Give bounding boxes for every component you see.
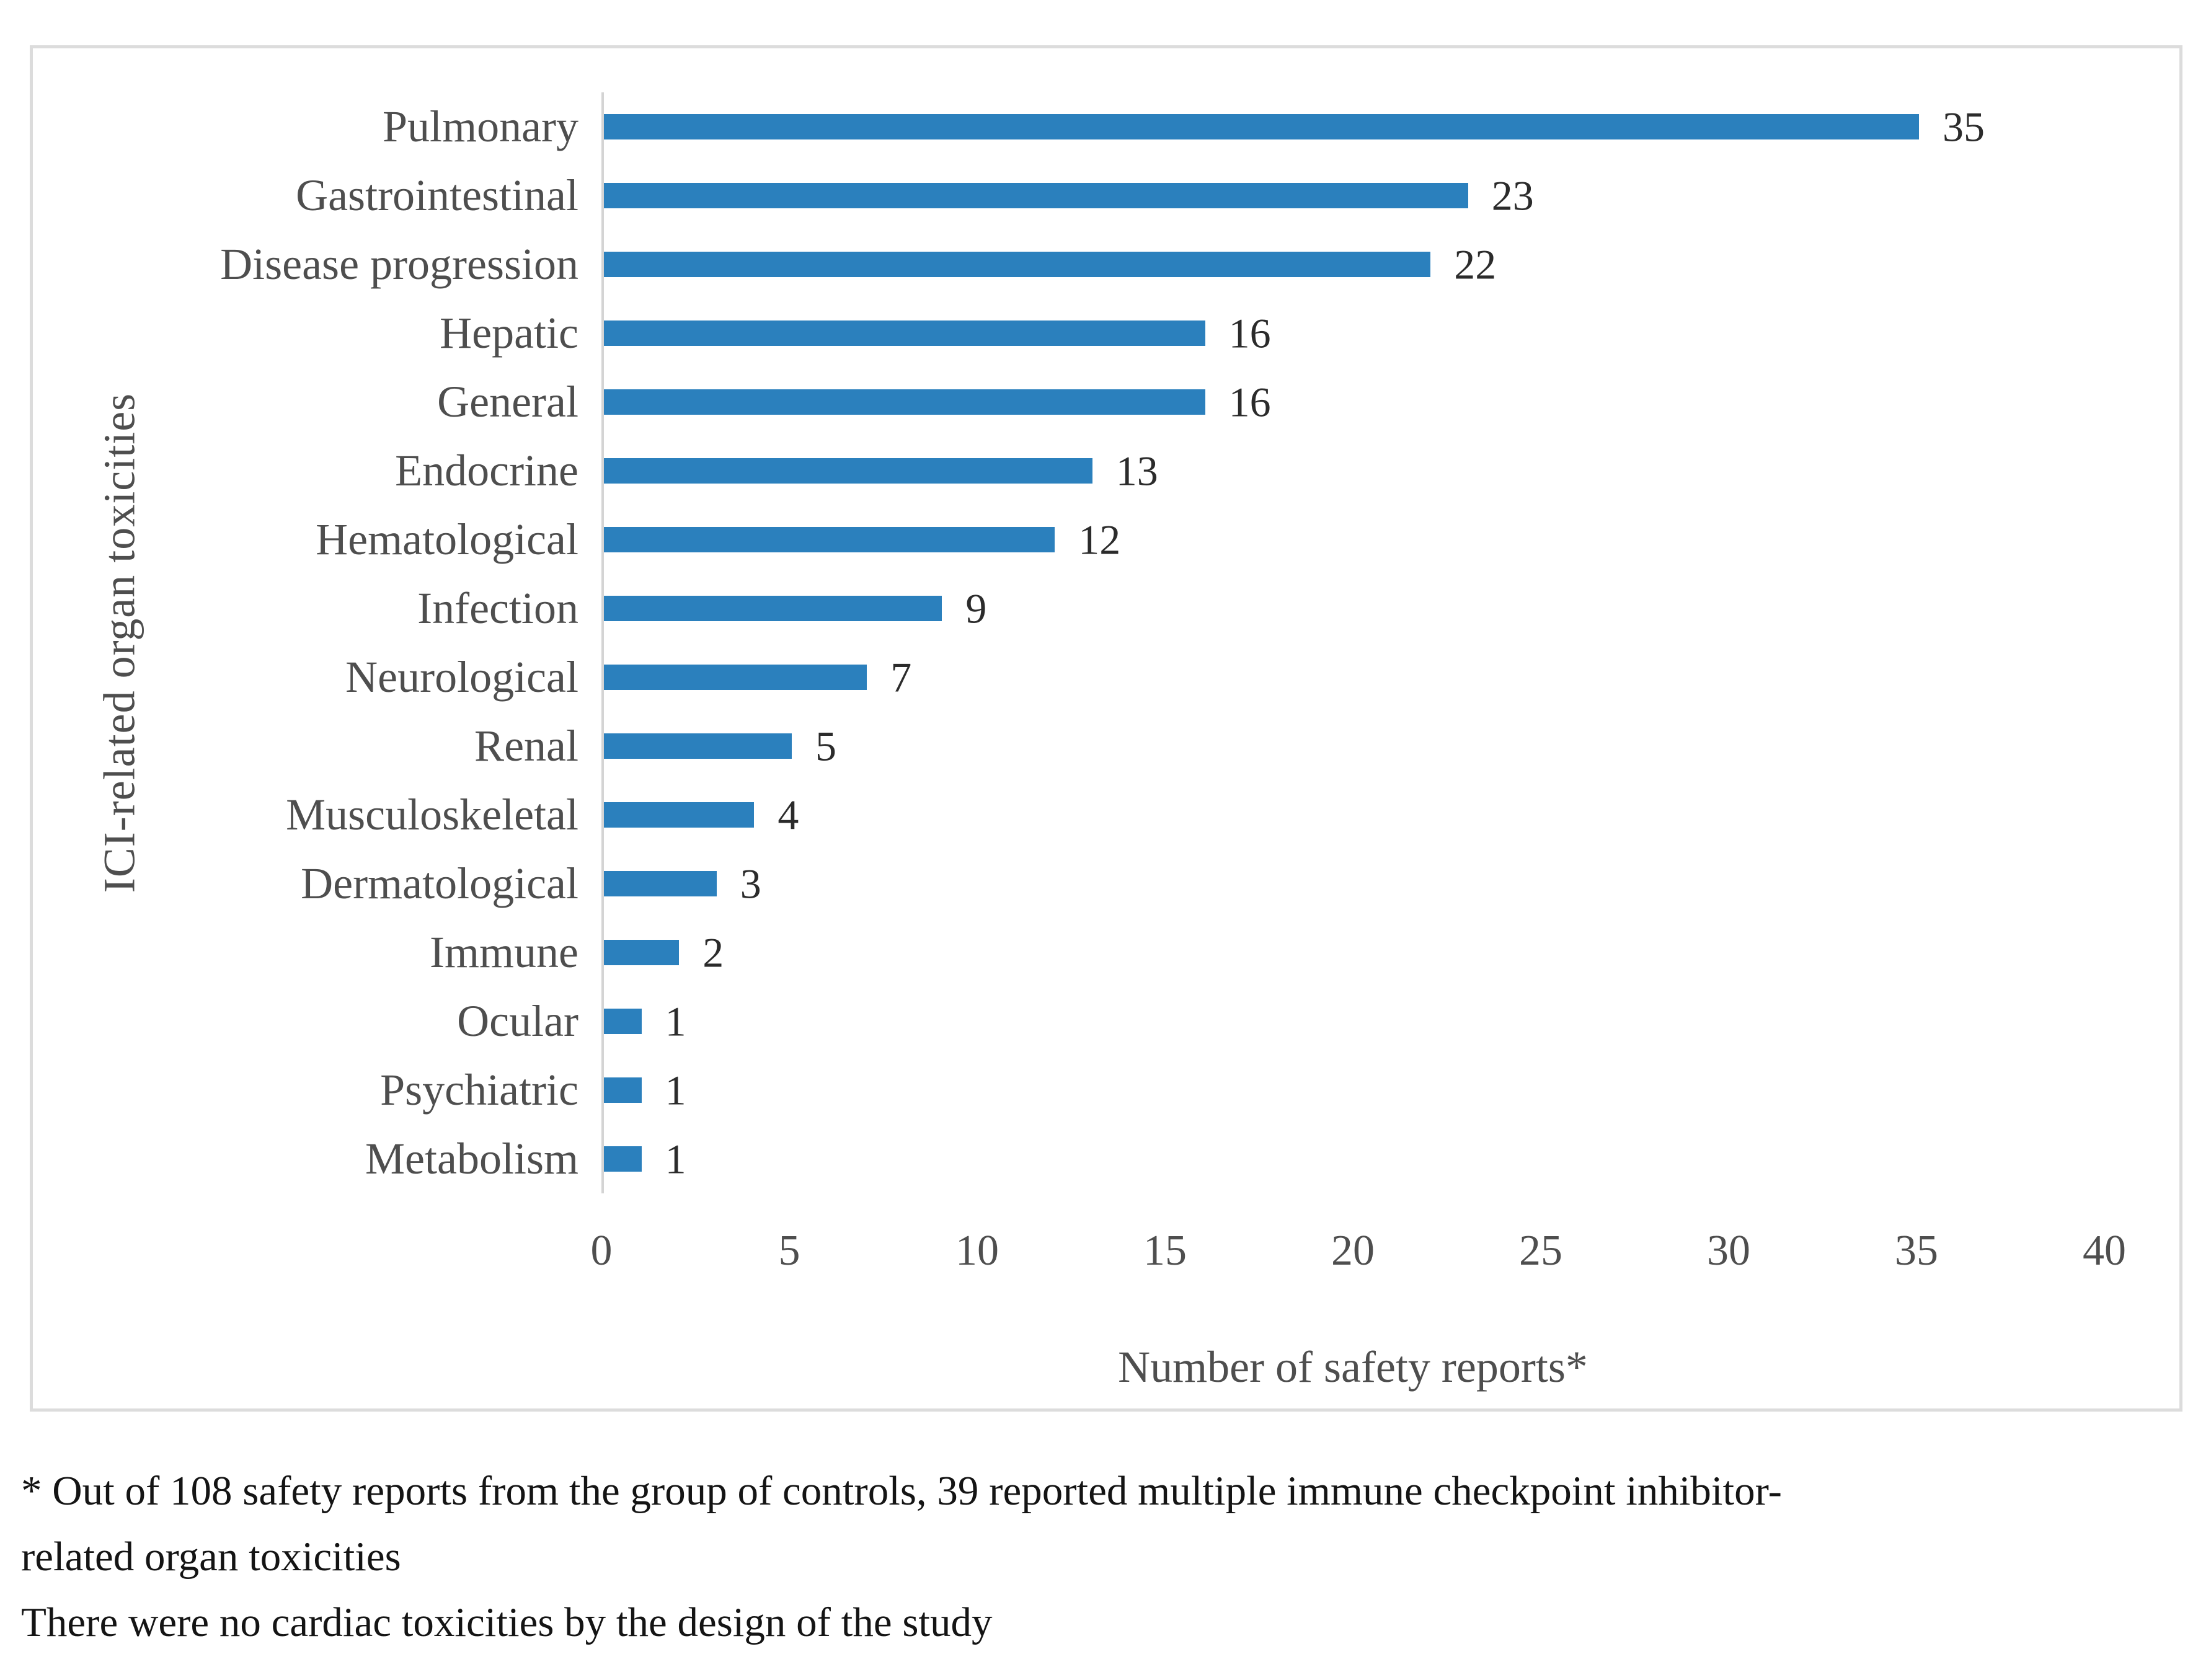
category-label: Gastrointestinal	[296, 170, 578, 220]
bar	[604, 183, 1468, 208]
x-tick-label: 40	[2083, 1227, 2126, 1275]
plot-area: 35 23 22 16 16 13 12 9 7 5 4 3 2 1 1 1	[601, 92, 2107, 1193]
x-tick-label: 20	[1331, 1227, 1375, 1275]
category-label: Hepatic	[440, 308, 578, 358]
value-label: 1	[665, 997, 686, 1045]
value-label: 4	[778, 791, 799, 838]
bar	[604, 252, 1431, 277]
bar	[604, 458, 1092, 484]
bar	[604, 940, 680, 965]
bar	[604, 1077, 642, 1103]
bar-row: 35	[604, 92, 2107, 161]
bar	[604, 802, 755, 828]
category-label: Pulmonary	[383, 102, 578, 151]
bar-row: 9	[604, 574, 2107, 643]
bar-row: 1	[604, 1056, 2107, 1125]
bar	[604, 665, 867, 690]
value-label: 13	[1115, 447, 1158, 494]
value-label: 12	[1078, 516, 1121, 563]
footnote-line: There were no cardiac toxicities by the …	[21, 1599, 993, 1645]
category-label: Endocrine	[395, 446, 578, 495]
bar-row: 3	[604, 849, 2107, 918]
x-tick-label: 35	[1895, 1227, 1938, 1275]
category-label: Dermatological	[301, 859, 578, 908]
bar-row: 7	[604, 643, 2107, 712]
bar	[604, 871, 717, 896]
bar-row: 1	[604, 1125, 2107, 1193]
category-label: Metabolism	[365, 1134, 578, 1183]
bar-row: 12	[604, 505, 2107, 574]
x-axis-title: Number of safety reports*	[1118, 1342, 1588, 1392]
footnote-line: * Out of 108 safety reports from the gro…	[21, 1468, 1782, 1514]
x-tick-label: 5	[778, 1227, 800, 1275]
category-axis-labels: Pulmonary Gastrointestinal Disease progres…	[33, 92, 578, 1193]
bar	[604, 1146, 642, 1172]
bar	[604, 389, 1205, 415]
x-tick-label: 15	[1143, 1227, 1187, 1275]
category-label: Ocular	[457, 996, 578, 1046]
value-label: 23	[1491, 172, 1534, 219]
value-label: 2	[702, 929, 724, 976]
x-tick-label: 10	[955, 1227, 999, 1275]
value-label: 1	[665, 1135, 686, 1182]
category-label: Neurological	[345, 652, 578, 702]
footnote-line: related organ toxicities	[21, 1534, 401, 1580]
bar	[604, 321, 1205, 346]
category-label: Immune	[430, 927, 578, 977]
bar	[604, 733, 792, 759]
category-label: Hematological	[316, 515, 578, 564]
value-label: 16	[1228, 309, 1271, 356]
value-label: 35	[1943, 103, 1985, 150]
bar	[604, 1009, 642, 1034]
category-label: General	[437, 377, 578, 427]
value-label: 5	[815, 722, 836, 769]
bar-row: 2	[604, 918, 2107, 987]
category-label: Musculoskeletal	[286, 790, 578, 839]
bar-row: 16	[604, 299, 2107, 368]
category-label: Renal	[474, 721, 578, 771]
value-label: 7	[890, 653, 912, 701]
bar-row: 22	[604, 230, 2107, 299]
bar-row: 16	[604, 368, 2107, 436]
x-tick-label: 25	[1519, 1227, 1562, 1275]
value-label: 3	[740, 860, 761, 907]
bar-row: 1	[604, 987, 2107, 1056]
value-label: 22	[1454, 241, 1497, 288]
bar	[604, 527, 1055, 552]
bar	[604, 114, 1919, 139]
value-label: 16	[1228, 378, 1271, 425]
x-tick-label: 0	[590, 1227, 613, 1275]
bar-chart-figure: ICI-related organ toxicities Pulmonary Ga…	[30, 45, 2182, 1412]
bar-row: 5	[604, 712, 2107, 780]
value-label: 9	[965, 585, 987, 632]
bar-row: 23	[604, 161, 2107, 230]
category-label: Infection	[417, 583, 578, 633]
x-axis-tick-labels: 0 5 10 15 20 25 30 35 40	[591, 1226, 2127, 1288]
category-label: Psychiatric	[380, 1065, 578, 1115]
bar	[604, 596, 942, 621]
bar-row: 4	[604, 780, 2107, 849]
value-label: 1	[665, 1066, 686, 1113]
x-tick-label: 30	[1707, 1227, 1750, 1275]
figure-footnote: * Out of 108 safety reports from the gro…	[21, 1458, 2197, 1655]
bar-row: 13	[604, 436, 2107, 505]
category-label: Disease progression	[220, 239, 578, 289]
